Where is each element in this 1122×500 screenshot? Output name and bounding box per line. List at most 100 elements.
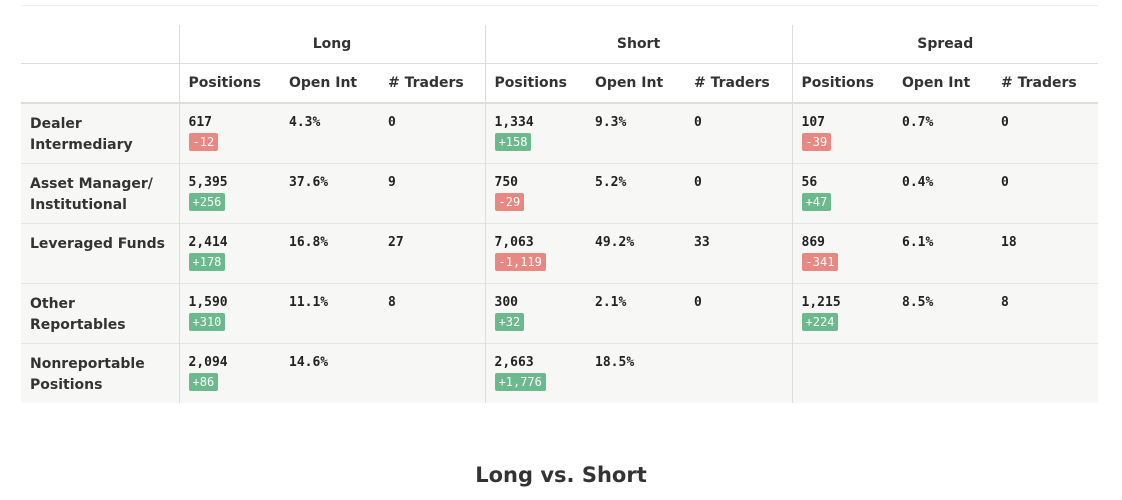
column-header: Positions: [484, 63, 587, 104]
cell: 0.7%: [893, 102, 993, 164]
column-header: # Traders: [685, 63, 793, 104]
change-badge: -341: [801, 253, 839, 271]
column-header: Positions: [791, 63, 894, 104]
cell: [992, 343, 1099, 403]
cell: 5,395 +256: [178, 163, 280, 224]
row-label: Leveraged Funds: [21, 223, 179, 284]
cell: 2,663 +1,776: [484, 343, 587, 403]
open-int: 11.1%: [289, 295, 329, 310]
cell: 4.3%: [280, 102, 379, 164]
positions: 1,590: [188, 295, 228, 310]
column-header: Positions: [178, 63, 280, 104]
data-row: Nonreportable Positions 2,094 +86 14.6% 2,66…: [21, 343, 1099, 403]
table-body: Dealer Intermediary 617 -12 4.3% 0 1,334 +158 9…: [21, 102, 1099, 403]
cell: [893, 343, 993, 403]
change-badge: +86: [188, 373, 219, 391]
cell: 5.2%: [586, 163, 686, 224]
cell: 37.6%: [280, 163, 379, 224]
top-rule: [21, 5, 1098, 6]
data-row: Asset Manager/ Institutional 5,395 +256 37.…: [21, 163, 1099, 224]
cell: 49.2%: [586, 223, 686, 284]
open-int: 8.5%: [902, 295, 934, 310]
cell: 617 -12: [178, 102, 280, 164]
open-int: 14.6%: [289, 355, 329, 370]
open-int: 37.6%: [289, 175, 329, 190]
positions: 1,215: [801, 295, 841, 310]
row-label: Asset Manager/ Institutional: [21, 163, 179, 224]
group-header: Long: [178, 25, 486, 64]
group-header: Spread: [791, 25, 1099, 64]
traders: 8: [388, 295, 396, 310]
cell: 7,063 -1,119: [484, 223, 587, 284]
traders: 27: [388, 235, 404, 250]
row-label: Other Reportables: [21, 283, 179, 344]
table-head: Long Short Spread Positions Open Int # Trade…: [21, 25, 1099, 104]
cell: 14.6%: [280, 343, 379, 403]
corner: [21, 25, 179, 64]
cell: 11.1%: [280, 283, 379, 344]
cell: 1,334 +158: [484, 102, 587, 164]
positions: 2,663: [494, 355, 534, 370]
change-badge: +32: [494, 313, 525, 331]
open-int: 6.1%: [902, 235, 934, 250]
cell: 2,414 +178: [178, 223, 280, 284]
cell: 18: [992, 223, 1099, 284]
positions: 869: [801, 235, 826, 250]
change-badge: +158: [494, 133, 532, 151]
traders: 18: [1001, 235, 1017, 250]
positions: 5,395: [188, 175, 228, 190]
positions: 2,414: [188, 235, 228, 250]
cell: 8: [992, 283, 1099, 344]
corner: [21, 63, 179, 104]
cell: 27: [379, 223, 486, 284]
positions: 56: [801, 175, 818, 190]
open-int: 0.4%: [902, 175, 934, 190]
cell: 0: [685, 283, 793, 344]
change-badge: +47: [801, 193, 832, 211]
open-int: 4.3%: [289, 115, 321, 130]
column-header: Open Int: [586, 63, 686, 104]
cell: 0: [685, 102, 793, 164]
change-badge: -29: [494, 193, 525, 211]
change-badge: -39: [801, 133, 832, 151]
cell: 750 -29: [484, 163, 587, 224]
change-badge: +310: [188, 313, 226, 331]
column-header: Open Int: [280, 63, 379, 104]
cell: 0: [685, 163, 793, 224]
cell: 8: [379, 283, 486, 344]
positions-table: Long Short Spread Positions Open Int # Trade…: [21, 25, 1099, 403]
change-badge: +178: [188, 253, 226, 271]
group-header: Short: [484, 25, 793, 64]
data-row: Dealer Intermediary 617 -12 4.3% 0 1,334 +158 9…: [21, 102, 1099, 164]
cell: 107 -39: [791, 102, 894, 164]
cell: 18.5%: [586, 343, 686, 403]
traders: 9: [388, 175, 396, 190]
cell: 2,094 +86: [178, 343, 280, 403]
positions: 617: [188, 115, 212, 130]
open-int: 18.5%: [595, 355, 635, 370]
positions: 750: [494, 175, 518, 190]
cell: [685, 343, 793, 403]
positions: 7,063: [494, 235, 534, 250]
change-badge: -12: [188, 133, 219, 151]
cell: 869 -341: [791, 223, 894, 284]
traders: 0: [694, 115, 702, 130]
cell: 2.1%: [586, 283, 686, 344]
cell: 9.3%: [586, 102, 686, 164]
open-int: 49.2%: [595, 235, 635, 250]
change-badge: -1,119: [494, 253, 546, 271]
data-row: Leveraged Funds 2,414 +178 16.8% 27 7,063 -1,1…: [21, 223, 1099, 284]
open-int: 2.1%: [595, 295, 627, 310]
traders: 0: [388, 115, 396, 130]
open-int: 5.2%: [595, 175, 627, 190]
traders: 33: [694, 235, 710, 250]
data-row: Other Reportables 1,590 +310 11.1% 8 300 +32 2.…: [21, 283, 1099, 344]
cell: 16.8%: [280, 223, 379, 284]
traders: 0: [1001, 115, 1009, 130]
open-int: 0.7%: [902, 115, 934, 130]
cell: 9: [379, 163, 486, 224]
traders: 0: [694, 175, 702, 190]
positions: 1,334: [494, 115, 534, 130]
row-label: Nonreportable Positions: [21, 343, 179, 403]
